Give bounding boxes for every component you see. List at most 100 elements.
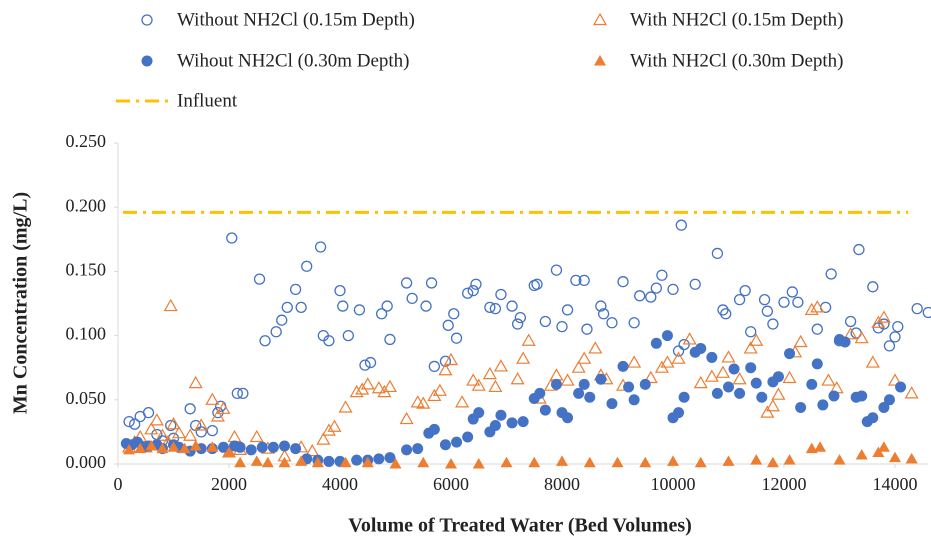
data-point bbox=[305, 443, 320, 457]
data-point bbox=[471, 378, 486, 391]
data-point bbox=[853, 243, 865, 256]
data-point bbox=[384, 333, 396, 346]
data-point bbox=[323, 455, 335, 467]
data-point bbox=[805, 442, 818, 454]
data-point bbox=[810, 300, 825, 313]
data-point bbox=[734, 387, 746, 399]
data-point bbox=[428, 423, 440, 435]
data-point bbox=[833, 454, 846, 465]
data-point bbox=[667, 455, 679, 466]
data-point bbox=[183, 428, 198, 441]
data-point bbox=[439, 439, 451, 451]
data-point bbox=[650, 337, 662, 349]
x-tick-label: 12000 bbox=[762, 474, 807, 494]
data-point bbox=[338, 400, 353, 413]
data-point bbox=[290, 443, 302, 455]
x-axis-title: Volume of Treated Water (Bed Volumes) bbox=[348, 515, 692, 537]
y-tick-label: 0.150 bbox=[66, 260, 107, 280]
data-point bbox=[883, 394, 895, 406]
y-tick-label: 0.050 bbox=[66, 388, 107, 408]
data-point bbox=[406, 292, 418, 305]
data-point bbox=[877, 441, 890, 452]
data-point bbox=[206, 424, 219, 437]
data-point bbox=[694, 456, 707, 468]
data-point bbox=[728, 363, 740, 375]
data-point bbox=[375, 308, 388, 320]
data-point bbox=[865, 355, 880, 368]
data-point bbox=[771, 387, 786, 400]
data-point bbox=[583, 456, 596, 468]
data-point bbox=[223, 446, 235, 457]
data-point bbox=[817, 399, 829, 411]
data-point bbox=[656, 269, 668, 281]
data-point bbox=[872, 322, 884, 334]
data-point bbox=[521, 333, 536, 346]
data-point bbox=[279, 440, 290, 452]
data-point bbox=[689, 278, 701, 290]
data-point bbox=[784, 348, 796, 360]
data-point bbox=[172, 425, 187, 439]
data-point bbox=[855, 449, 868, 460]
data-point bbox=[484, 301, 496, 314]
data-point bbox=[163, 298, 178, 312]
data-point bbox=[489, 419, 501, 431]
x-tick-label: 6000 bbox=[433, 474, 469, 494]
data-point bbox=[373, 453, 385, 465]
data-point bbox=[511, 318, 524, 330]
data-point bbox=[844, 315, 857, 328]
legend-label: Wihout NH2Cl (0.30m Depth) bbox=[177, 50, 410, 71]
data-point bbox=[237, 387, 249, 400]
data-point bbox=[281, 301, 293, 314]
data-point bbox=[188, 375, 203, 389]
data-point bbox=[359, 359, 371, 371]
data-point bbox=[167, 441, 180, 452]
data-point bbox=[839, 336, 851, 348]
data-point bbox=[750, 377, 762, 389]
data-point bbox=[451, 436, 463, 448]
data-point bbox=[643, 370, 658, 384]
data-point bbox=[227, 429, 242, 443]
data-point bbox=[531, 278, 543, 290]
data-point bbox=[821, 373, 836, 386]
data-point bbox=[278, 456, 291, 468]
data-point bbox=[514, 311, 527, 324]
data-point bbox=[549, 368, 564, 381]
legend-marker bbox=[592, 12, 608, 26]
data-point bbox=[843, 327, 858, 340]
data-point bbox=[597, 308, 610, 320]
x-tick-label: 14000 bbox=[873, 474, 918, 494]
data-point bbox=[178, 442, 191, 454]
data-point bbox=[786, 286, 798, 298]
data-point bbox=[342, 329, 354, 342]
data-point bbox=[573, 387, 585, 399]
data-point bbox=[311, 456, 324, 468]
data-point bbox=[561, 304, 574, 316]
data-point bbox=[510, 372, 525, 385]
data-point bbox=[711, 387, 723, 399]
data-point bbox=[489, 302, 502, 315]
data-point bbox=[634, 290, 646, 302]
data-point bbox=[639, 456, 652, 468]
x-tick-label: 8000 bbox=[544, 474, 580, 494]
data-point bbox=[500, 456, 513, 468]
data-point bbox=[438, 363, 453, 376]
data-point bbox=[339, 456, 352, 468]
data-point bbox=[482, 366, 497, 380]
data-point bbox=[334, 285, 346, 297]
data-point bbox=[887, 373, 903, 386]
data-point bbox=[581, 323, 593, 335]
data-point bbox=[745, 326, 757, 338]
data-point bbox=[892, 320, 904, 333]
data-point bbox=[660, 355, 675, 368]
data-point bbox=[149, 413, 164, 426]
data-point bbox=[123, 415, 135, 428]
data-point bbox=[443, 352, 459, 366]
data-point bbox=[270, 326, 282, 338]
data-point bbox=[793, 334, 808, 348]
data-point bbox=[571, 360, 586, 373]
data-point bbox=[550, 378, 562, 390]
data-point bbox=[895, 381, 907, 393]
data-point bbox=[142, 406, 155, 419]
data-point bbox=[767, 318, 779, 330]
data-point bbox=[250, 455, 263, 466]
